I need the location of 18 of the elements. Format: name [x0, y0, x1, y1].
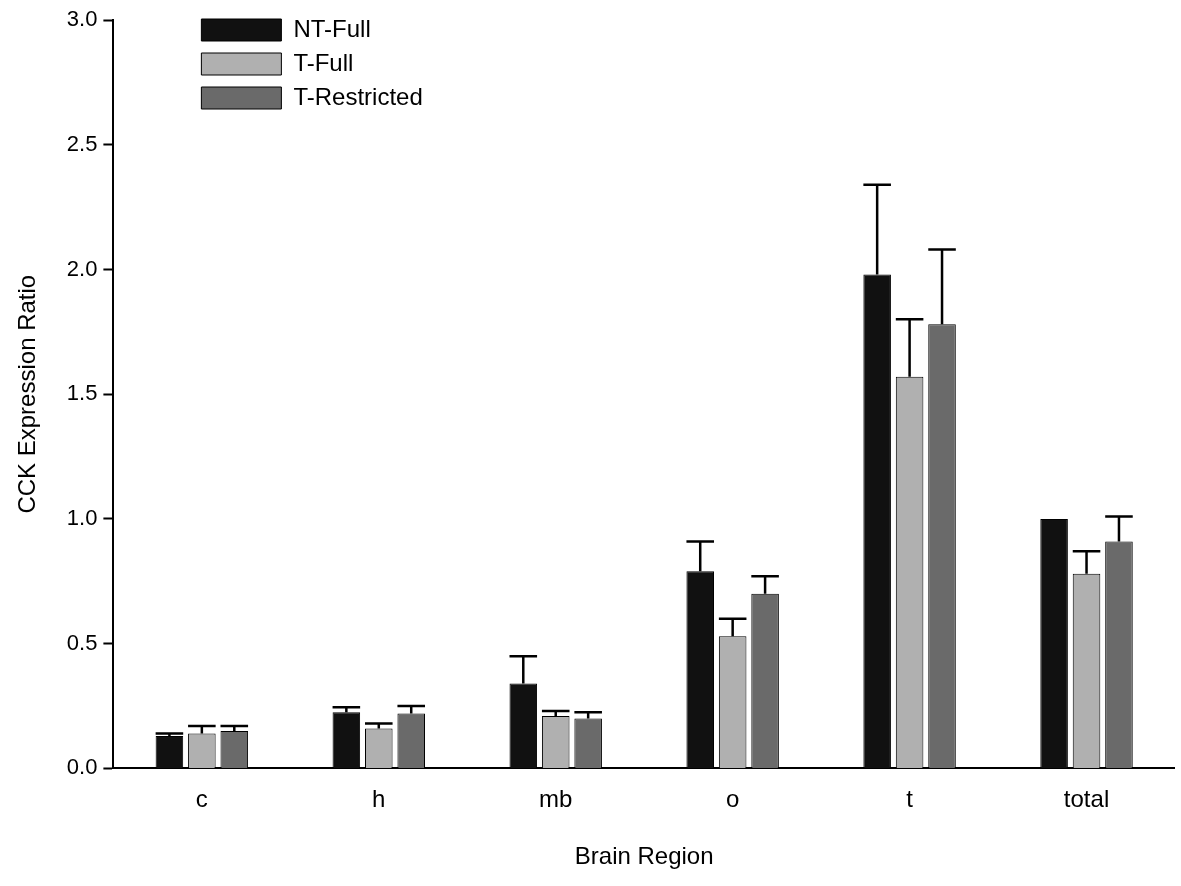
x-tick-label: o [725, 785, 740, 813]
legend-label: T-Restricted [293, 82, 423, 110]
x-tick-label: h [372, 785, 386, 813]
y-tick-label: 2.5 [66, 130, 98, 156]
x-tick-label: total [1063, 785, 1110, 813]
y-axis-title: CCK Expression Ratio [13, 274, 41, 514]
x-tick-label: c [195, 785, 208, 813]
y-tick-label: 0.5 [66, 629, 98, 655]
x-tick-label: mb [539, 785, 573, 813]
y-tick-label: 3.0 [66, 6, 98, 32]
x-axis-title: Brain Region [574, 842, 714, 870]
y-tick-label: 1.0 [66, 505, 98, 530]
legend-label: NT-Full [293, 14, 371, 42]
x-tick-label: t [906, 785, 914, 813]
y-tick-label: 1.5 [66, 380, 98, 406]
y-tick-label: 0.0 [66, 754, 98, 780]
y-tick-label: 2.0 [66, 255, 98, 281]
legend-label: T-Full [293, 48, 354, 76]
